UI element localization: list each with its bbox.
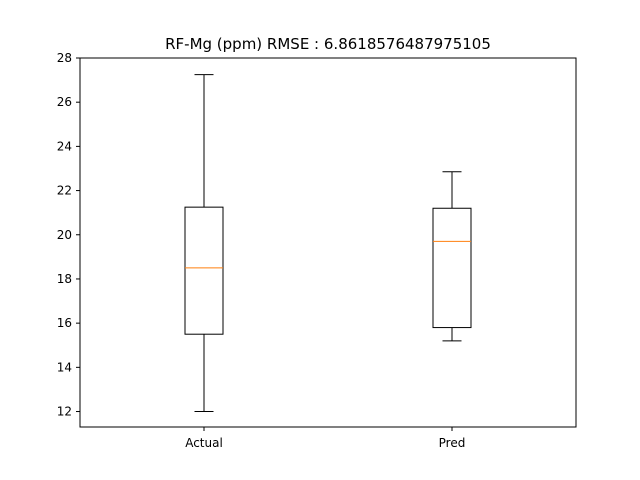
y-tick-label: 26 <box>57 95 72 109</box>
x-tick-label: Actual <box>185 436 223 450</box>
x-axis: Actual Pred <box>185 427 465 450</box>
y-tick-label: 12 <box>57 405 72 419</box>
plot-area <box>79 57 577 428</box>
x-tick-label: Pred <box>439 436 466 450</box>
iqr-box <box>432 207 472 329</box>
y-tick-label: 16 <box>57 316 72 330</box>
boxplot-pred <box>432 171 472 342</box>
boxplots <box>184 74 472 413</box>
y-tick-label: 18 <box>57 272 72 286</box>
y-tick-label: 14 <box>57 360 72 374</box>
y-tick-label: 24 <box>57 139 72 153</box>
y-tick-label: 22 <box>57 184 72 198</box>
iqr-box <box>184 206 224 335</box>
y-axis: 12 14 16 18 20 22 24 26 28 <box>57 51 80 419</box>
boxplot-actual <box>184 74 224 413</box>
chart-title: RF-Mg (ppm) RMSE : 6.8618576487975105 <box>165 35 491 53</box>
y-tick-label: 20 <box>57 228 72 242</box>
y-tick-label: 28 <box>57 51 72 65</box>
